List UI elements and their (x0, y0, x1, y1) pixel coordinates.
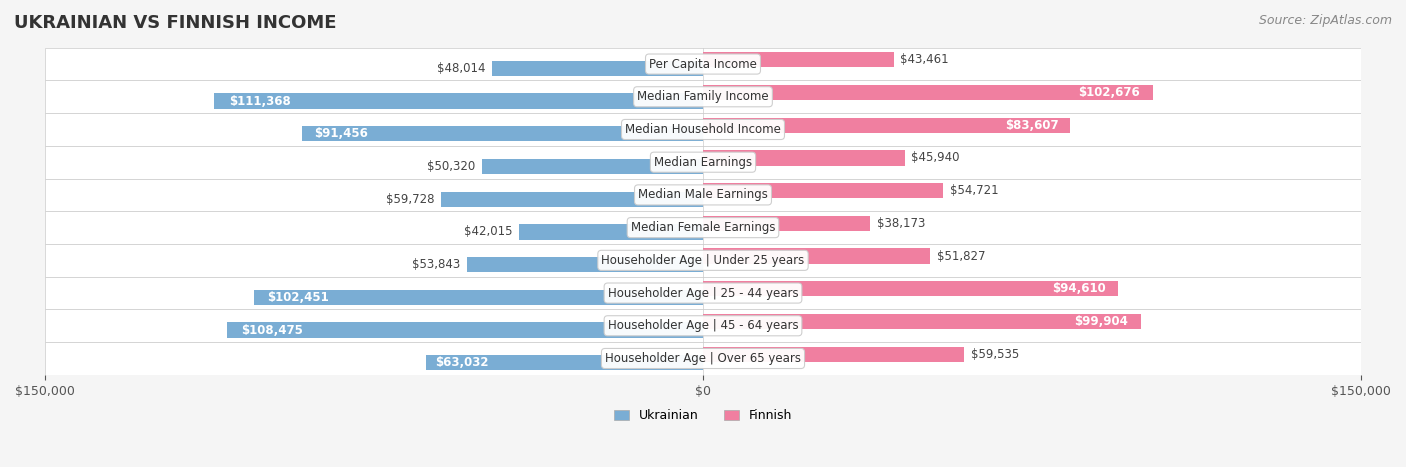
FancyBboxPatch shape (45, 48, 1361, 80)
Text: $91,456: $91,456 (314, 127, 368, 140)
Text: $83,607: $83,607 (1005, 119, 1059, 132)
Bar (302, 126, 703, 142)
Text: $59,535: $59,535 (970, 348, 1019, 361)
Text: Median Earnings: Median Earnings (654, 156, 752, 169)
Bar (426, 355, 703, 370)
Text: Median Male Earnings: Median Male Earnings (638, 188, 768, 201)
Bar (703, 183, 943, 198)
Bar (441, 191, 703, 207)
Text: Median Female Earnings: Median Female Earnings (631, 221, 775, 234)
Legend: Ukrainian, Finnish: Ukrainian, Finnish (609, 404, 797, 427)
Text: $108,475: $108,475 (242, 324, 304, 337)
Text: $45,940: $45,940 (911, 151, 960, 164)
Bar (703, 118, 1070, 133)
Bar (703, 281, 1118, 297)
Text: Per Capita Income: Per Capita Income (650, 57, 756, 71)
FancyBboxPatch shape (45, 244, 1361, 277)
Text: Source: ZipAtlas.com: Source: ZipAtlas.com (1258, 14, 1392, 27)
FancyBboxPatch shape (45, 80, 1361, 113)
Text: $48,014: $48,014 (437, 62, 486, 75)
Text: $94,610: $94,610 (1052, 283, 1105, 295)
Bar (467, 257, 703, 272)
Bar (703, 248, 931, 264)
FancyBboxPatch shape (45, 277, 1361, 310)
Text: $63,032: $63,032 (434, 356, 488, 369)
FancyBboxPatch shape (45, 146, 1361, 178)
Text: $38,173: $38,173 (877, 217, 925, 230)
Bar (703, 216, 870, 231)
Text: $99,904: $99,904 (1074, 315, 1128, 328)
Bar (519, 224, 703, 240)
Text: $111,368: $111,368 (229, 94, 291, 107)
Text: $102,451: $102,451 (267, 291, 329, 304)
Text: $53,843: $53,843 (412, 258, 460, 271)
Bar (703, 314, 1142, 329)
Text: $51,827: $51,827 (936, 249, 986, 262)
FancyBboxPatch shape (45, 211, 1361, 244)
Text: $59,728: $59,728 (385, 193, 434, 205)
Text: Householder Age | 45 - 64 years: Householder Age | 45 - 64 years (607, 319, 799, 333)
Text: Median Family Income: Median Family Income (637, 90, 769, 103)
Bar (703, 52, 894, 67)
Bar (228, 322, 703, 338)
Bar (703, 347, 965, 362)
Text: Householder Age | Over 65 years: Householder Age | Over 65 years (605, 352, 801, 365)
Bar (492, 61, 703, 76)
FancyBboxPatch shape (45, 342, 1361, 375)
Text: Householder Age | 25 - 44 years: Householder Age | 25 - 44 years (607, 287, 799, 299)
FancyBboxPatch shape (45, 113, 1361, 146)
Text: $50,320: $50,320 (427, 160, 475, 173)
FancyBboxPatch shape (45, 310, 1361, 342)
Text: $54,721: $54,721 (949, 184, 998, 197)
Text: $102,676: $102,676 (1078, 86, 1140, 99)
Text: $42,015: $42,015 (464, 226, 512, 238)
Bar (253, 290, 703, 305)
FancyBboxPatch shape (45, 178, 1361, 211)
Text: Householder Age | Under 25 years: Householder Age | Under 25 years (602, 254, 804, 267)
Bar (215, 93, 703, 109)
Bar (703, 150, 904, 166)
Text: Median Household Income: Median Household Income (626, 123, 780, 136)
Bar (703, 85, 1153, 100)
Text: UKRAINIAN VS FINNISH INCOME: UKRAINIAN VS FINNISH INCOME (14, 14, 336, 32)
Text: $43,461: $43,461 (900, 53, 949, 66)
Bar (482, 159, 703, 174)
